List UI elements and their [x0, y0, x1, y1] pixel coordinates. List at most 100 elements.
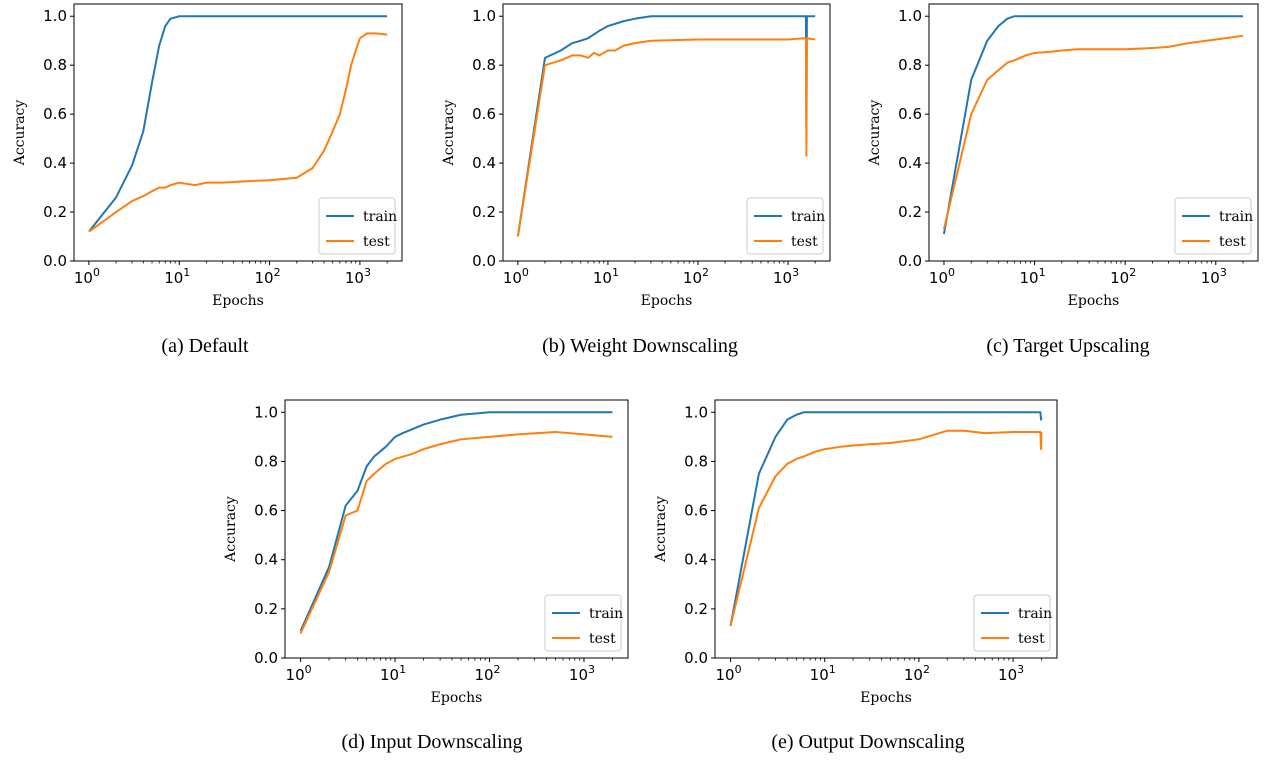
x-tick-label: 103 — [569, 663, 595, 684]
subfigure-caption: (d) Input Downscaling — [341, 731, 522, 753]
subfigure-caption: (a) Default — [161, 335, 249, 357]
legend: train test — [973, 594, 1052, 652]
legend-label-test: test — [1219, 234, 1246, 250]
x-axis-title: Epochs — [860, 690, 912, 706]
series-line-test — [88, 32, 388, 233]
y-axis-title: Accuracy — [223, 496, 239, 563]
y-tick-label: 0.6 — [684, 502, 708, 520]
x-tick-label: 102 — [474, 663, 500, 684]
x-tick-label: 100 — [503, 266, 529, 287]
y-tick-label: 1.0 — [43, 7, 67, 25]
plot-frame — [714, 399, 1058, 659]
y-tick-label: 0.8 — [254, 452, 278, 470]
y-tick-label: 0.0 — [472, 252, 496, 270]
legend-label-test: test — [1018, 631, 1045, 647]
legend-label-train: train — [1219, 209, 1253, 225]
y-tick-label: 0.4 — [43, 154, 67, 172]
x-axis-title: Epochs — [431, 690, 483, 706]
x-tick-label: 102 — [904, 663, 930, 684]
y-tick-label: 0.8 — [684, 452, 708, 470]
plot-frame — [928, 3, 1259, 262]
legend: train test — [746, 197, 825, 255]
y-tick-label: 0.6 — [43, 105, 67, 123]
y-tick-label: 0.0 — [254, 649, 278, 667]
plot-frame — [284, 399, 629, 659]
chart-panel-1: 0.0 0.2 0.4 0.6 0.8 1.0 100 101 102 103 Epochs Accu… — [12, 3, 403, 357]
series-line-test — [516, 37, 816, 237]
x-tick-label: 100 — [286, 663, 312, 684]
x-tick-label: 102 — [683, 266, 709, 287]
y-tick-label: 1.0 — [472, 7, 496, 25]
chart-panel-2: 0.0 0.2 0.4 0.6 0.8 1.0 100 101 102 103 Epochs Accu… — [441, 3, 831, 357]
x-axis-title: Epochs — [1068, 293, 1120, 309]
subfigure-caption: (c) Target Upscaling — [986, 335, 1149, 357]
legend-label-train: train — [363, 209, 397, 225]
legend-label-train: train — [791, 209, 825, 225]
y-tick-label: 0.8 — [43, 56, 67, 74]
x-tick-label: 103 — [773, 266, 799, 287]
x-tick-label: 100 — [715, 663, 741, 684]
y-tick-label: 0.4 — [254, 551, 278, 569]
y-tick-label: 0.0 — [684, 649, 708, 667]
x-axis-title: Epochs — [212, 293, 264, 309]
y-tick-label: 0.6 — [898, 105, 922, 123]
y-tick-label: 1.0 — [898, 7, 922, 25]
y-tick-label: 0.0 — [898, 252, 922, 270]
x-tick-label: 100 — [929, 266, 955, 287]
y-axis-title: Accuracy — [12, 100, 28, 167]
subfigure-caption: (e) Output Downscaling — [771, 731, 964, 753]
y-tick-label: 0.2 — [898, 203, 922, 221]
subfigure-caption: (b) Weight Downscaling — [542, 335, 738, 357]
y-tick-label: 0.6 — [472, 105, 496, 123]
series-line-train — [88, 15, 388, 233]
y-tick-label: 0.4 — [684, 551, 708, 569]
y-tick-label: 1.0 — [684, 403, 708, 421]
chart-panel-5: 0.0 0.2 0.4 0.6 0.8 1.0 100 101 102 103 Epochs Accu… — [653, 399, 1058, 753]
series-line-test — [942, 34, 1244, 230]
series-line-train — [729, 411, 1043, 627]
y-tick-label: 0.2 — [43, 203, 67, 221]
series-line-train — [299, 411, 613, 632]
series-line-train — [942, 15, 1244, 235]
y-tick-label: 0.4 — [472, 154, 496, 172]
x-tick-label: 101 — [593, 266, 619, 287]
y-axis-title: Accuracy — [867, 100, 883, 167]
y-axis-title: Accuracy — [441, 100, 457, 167]
legend-label-test: test — [363, 234, 390, 250]
legend-label-test: test — [791, 234, 818, 250]
chart-panel-3: 0.0 0.2 0.4 0.6 0.8 1.0 100 101 102 103 Epochs Accu… — [867, 3, 1259, 357]
legend: train test — [544, 594, 623, 652]
x-tick-label: 103 — [345, 266, 371, 287]
y-tick-label: 0.2 — [254, 600, 278, 618]
series-line-train — [516, 15, 816, 237]
y-tick-label: 0.2 — [684, 600, 708, 618]
y-tick-label: 0.6 — [254, 502, 278, 520]
y-tick-label: 0.4 — [898, 154, 922, 172]
legend: train test — [1174, 197, 1253, 255]
x-tick-label: 101 — [810, 663, 836, 684]
legend-label-train: train — [1018, 606, 1052, 622]
y-axis-title: Accuracy — [653, 496, 669, 563]
x-tick-label: 103 — [1201, 266, 1227, 287]
legend-label-train: train — [589, 606, 623, 622]
legend-label-test: test — [589, 631, 616, 647]
x-tick-label: 102 — [1110, 266, 1136, 287]
x-axis-title: Epochs — [641, 293, 693, 309]
y-tick-label: 0.2 — [472, 203, 496, 221]
chart-panel-4: 0.0 0.2 0.4 0.6 0.8 1.0 100 101 102 103 Epochs Accu… — [223, 399, 629, 753]
legend: train test — [318, 197, 397, 255]
series-line-test — [729, 429, 1043, 627]
x-tick-label: 100 — [74, 266, 100, 287]
plot-frame — [73, 3, 403, 262]
y-tick-label: 0.0 — [43, 252, 67, 270]
x-tick-label: 103 — [998, 663, 1024, 684]
x-tick-label: 101 — [380, 663, 406, 684]
series-line-test — [299, 430, 613, 634]
y-tick-label: 0.8 — [898, 56, 922, 74]
y-tick-label: 0.8 — [472, 56, 496, 74]
x-tick-label: 101 — [1020, 266, 1046, 287]
x-tick-label: 101 — [164, 266, 190, 287]
y-tick-label: 1.0 — [254, 403, 278, 421]
x-tick-label: 102 — [255, 266, 281, 287]
